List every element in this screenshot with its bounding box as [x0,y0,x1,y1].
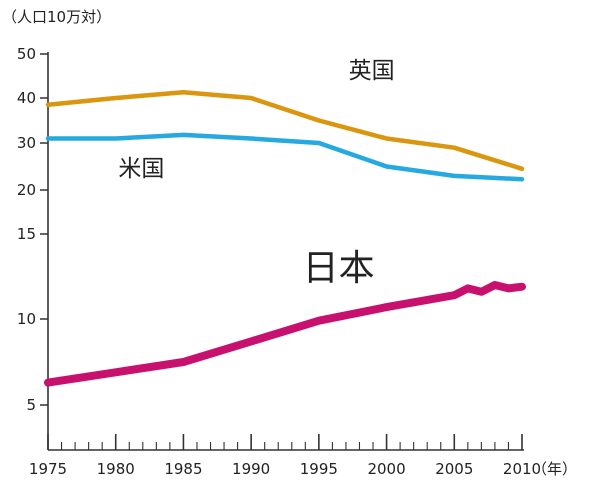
series-label: 日本 [303,248,375,289]
y-tick-label: 15 [17,225,36,243]
x-tick-label: 1975 [29,460,67,478]
y-tick-label: 20 [17,181,36,199]
x-ticks: 1975 1980 1985 1990 1995 2000 2005 2010 [29,434,541,478]
axes: （人口10万対） （年） [2,8,577,478]
y-tick-label: 10 [17,310,36,328]
x-tick-label: 2000 [367,460,405,478]
x-tick-label: 1995 [300,460,338,478]
series-label: 英国 [349,58,395,84]
y-ticks: 5 10 15 20 30 40 50 [17,45,48,414]
x-tick-label: 1990 [232,460,270,478]
y-tick-label: 5 [26,396,36,414]
y-unit-label: （人口10万対） [2,8,111,26]
x-unit-label: （年） [532,460,577,478]
x-tick-label: 1985 [164,460,202,478]
y-tick-label: 50 [17,45,36,63]
series-line-1 [45,132,525,182]
series-line-2 [44,281,526,387]
x-tick-label: 2010 [503,460,541,478]
series-lines [44,90,526,387]
x-tick-label: 1980 [97,460,135,478]
y-tick-label: 30 [17,134,36,152]
y-tick-label: 40 [17,89,36,107]
series-line-0 [45,90,525,172]
x-tick-label: 2005 [435,460,473,478]
series-label: 米国 [118,156,164,182]
